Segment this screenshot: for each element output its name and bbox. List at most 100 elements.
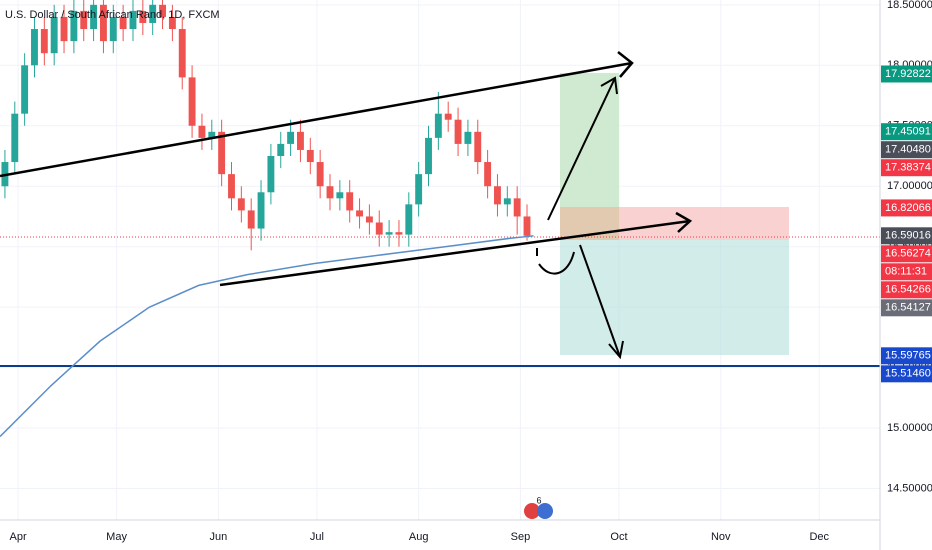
curve [538,251,575,275]
price-tag-label: 16.54127 [885,302,931,314]
x-tick-label: Sep [511,531,531,543]
price-tag [881,245,932,263]
candle-body [257,192,265,229]
price-tag-label: 16.54266 [885,284,931,296]
candle-body [50,16,58,54]
candle-body [99,4,107,42]
arrowhead [600,76,618,95]
price-tag [881,299,932,317]
candle-body [109,16,117,42]
candle-body [405,204,413,235]
candle-body [247,210,255,229]
candle-body [484,162,492,187]
price-tag [881,281,932,299]
candle-body [31,29,38,66]
x-tick-label: Oct [610,531,627,543]
event-flag [537,503,553,519]
upper-trendline [0,61,633,178]
price-tag [881,65,932,83]
candle-body [168,16,176,30]
candle-body [395,232,403,235]
price-tag [881,159,932,177]
drawings [0,51,693,360]
candle-body [218,131,226,175]
plot [0,0,534,438]
price-tag-label: 17.92822 [885,68,931,80]
candle-body [178,29,186,78]
candle-body [444,113,452,120]
y-tick-label: 14.50000 [887,482,932,494]
x-tick-label: Jul [310,531,324,543]
price-tag-label: 15.51460 [885,368,931,380]
candle-body [129,10,137,30]
candle-body [415,174,423,205]
candle-body [159,4,166,17]
candle-body [425,137,432,175]
arrowhead [675,211,693,233]
x-tick-label: Apr [9,531,26,543]
event-count: 6 [536,495,541,505]
candle-body [287,131,295,144]
candle-body [385,232,393,235]
price-tag-label: 17.38374 [885,162,931,174]
price-tag-label: 16.82066 [885,202,931,214]
candle-body [306,149,314,163]
candle-body [326,186,334,199]
candle-body [277,143,285,156]
event-flag [524,503,540,519]
x-tick-label: Aug [409,531,429,543]
price-tag-label: 08:11:31 [885,266,927,278]
candle-body [494,186,501,205]
up-arrow [547,77,616,221]
candle-body [336,192,344,199]
candle-body [464,131,472,144]
x-tick-label: Jun [209,531,227,543]
candle-body [297,131,304,150]
candle-body [119,16,127,30]
price-tag-label: 17.40480 [885,144,931,156]
price-tag [881,263,932,281]
price-tag [881,227,932,245]
candle-body [474,131,482,163]
candle-body [40,29,48,54]
candle-body [513,198,521,217]
candle-body [237,198,245,211]
y-tick-label: 15.00000 [887,422,932,434]
candle-body [11,113,19,163]
candle-body [21,65,29,114]
price-tag [881,347,932,365]
price-tag-label: 16.59016 [885,230,931,242]
down-arrow [579,244,621,358]
price-tag [881,365,932,383]
candle-body [80,10,88,30]
candle-body [365,216,373,223]
price-tag [881,199,932,217]
axes: 18.5000018.0000017.5000017.0000016.50000… [9,0,932,543]
candle-body [503,198,511,205]
candle-body [149,4,157,23]
price-tag [881,141,932,159]
y-tick-label: 17.00000 [887,180,932,192]
y-tick-label: 18.50000 [887,0,932,11]
candle-body [434,113,442,138]
candle-body [228,174,235,199]
candle-body [90,4,98,30]
candle-body [523,216,531,236]
candle-body [316,162,324,187]
price-tag-label: 16.56274 [885,248,931,260]
x-tick-label: Nov [711,531,731,543]
price-tag-label: 17.45091 [885,126,931,138]
candle-body [267,156,275,193]
candle-body [375,222,383,235]
candle-body [208,131,216,138]
moving-average [0,235,534,438]
candle-body [346,192,354,211]
x-tick-label: May [106,531,127,543]
arrowhead [608,340,624,360]
chart-title: U.S. Dollar / South African Rand, 1D, FX… [5,9,220,21]
candle-body [356,210,363,217]
candle-body [60,16,68,42]
arrowhead [617,51,634,78]
